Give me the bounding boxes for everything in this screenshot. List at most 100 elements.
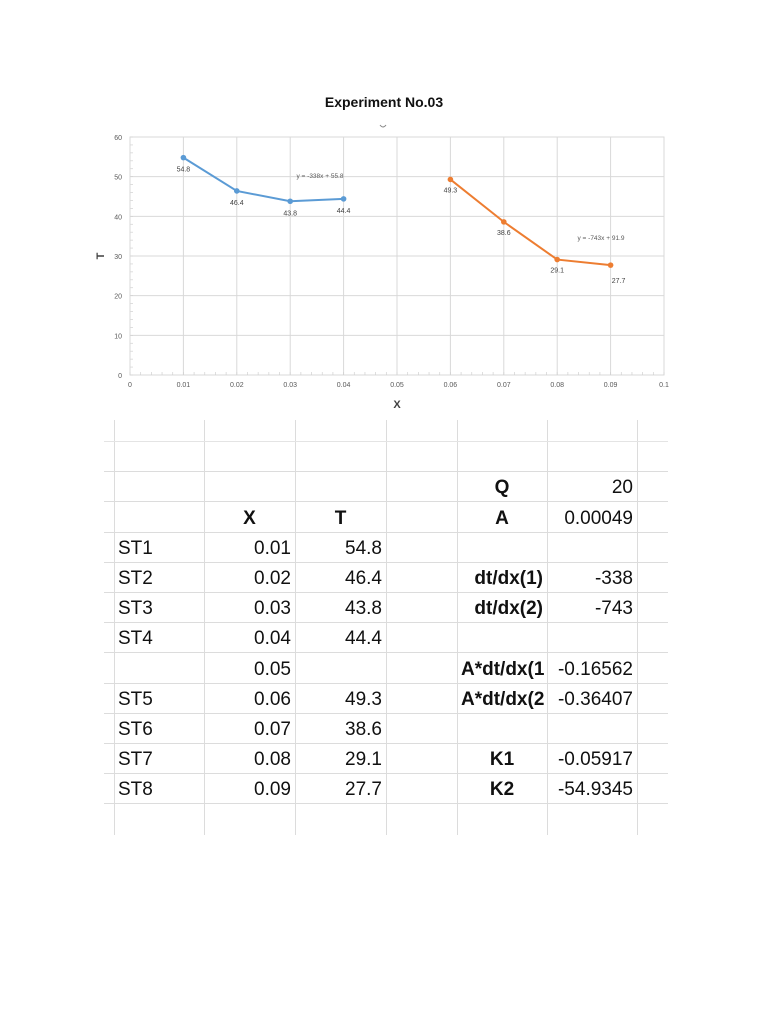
empty-cell[interactable] — [386, 563, 457, 593]
parameter-label-cell[interactable] — [457, 623, 547, 653]
t-value-cell[interactable]: 44.4 — [345, 628, 382, 650]
t-value-cell[interactable]: 43.8 — [345, 598, 382, 620]
empty-cell[interactable] — [386, 623, 457, 653]
station-cell[interactable]: ST8 — [118, 779, 153, 801]
empty-cell[interactable] — [295, 412, 386, 442]
empty-cell[interactable] — [386, 503, 457, 533]
empty-cell[interactable] — [386, 684, 457, 714]
parameter-label-cell[interactable] — [457, 714, 547, 744]
empty-cell[interactable] — [114, 805, 204, 835]
parameter-label-cell[interactable]: K1 — [489, 749, 515, 771]
table-row: ST2 0.02 46.4 dt/dx(1) -338 — [104, 563, 668, 593]
table-row: ST6 0.07 38.6 — [104, 714, 668, 744]
parameter-label-cell[interactable]: A*dt/dx(1 — [461, 658, 545, 680]
empty-cell[interactable] — [204, 412, 295, 442]
empty-cell[interactable] — [386, 472, 457, 502]
parameter-value-cell[interactable]: -54.9345 — [557, 779, 633, 801]
parameter-value-cell[interactable] — [547, 533, 637, 563]
empty-cell[interactable] — [295, 472, 386, 502]
x-value-cell[interactable]: 0.03 — [254, 598, 291, 620]
empty-cell[interactable] — [386, 533, 457, 563]
empty-cell[interactable] — [114, 412, 204, 442]
parameter-value-cell[interactable]: -0.05917 — [557, 749, 633, 771]
empty-cell[interactable] — [547, 412, 637, 442]
station-cell[interactable]: ST7 — [118, 749, 153, 771]
value-q[interactable]: 20 — [611, 477, 633, 499]
x-value-cell[interactable]: 0.07 — [254, 719, 291, 740]
column-header-x[interactable]: X — [243, 507, 256, 529]
empty-cell[interactable] — [386, 805, 457, 835]
t-value-cell[interactable] — [295, 654, 386, 684]
column-header-t[interactable]: T — [334, 507, 347, 529]
x-value-cell[interactable]: 0.09 — [254, 779, 291, 801]
empty-cell[interactable] — [547, 442, 637, 472]
t-value-cell[interactable]: 54.8 — [345, 537, 382, 559]
cell-gridline-vertical — [547, 420, 548, 835]
parameter-value-cell[interactable]: -743 — [594, 598, 633, 620]
empty-cell[interactable] — [386, 593, 457, 623]
empty-cell[interactable] — [114, 442, 204, 472]
station-cell[interactable]: ST4 — [118, 628, 153, 650]
data-point — [501, 219, 507, 225]
x-axis-title: X — [393, 399, 401, 411]
empty-cell[interactable] — [386, 774, 457, 804]
empty-cell[interactable] — [457, 805, 547, 835]
empty-cell[interactable] — [204, 805, 295, 835]
empty-cell[interactable] — [114, 472, 204, 502]
x-tick-label: 0.09 — [604, 382, 618, 389]
empty-cell[interactable] — [457, 442, 547, 472]
x-value-cell[interactable]: 0.04 — [254, 628, 291, 650]
chart-area: Experiment No.03 0 10 20 30 40 50 60 0 0.01 0.02 0… — [0, 0, 768, 420]
station-cell[interactable]: ST5 — [118, 688, 153, 710]
empty-cell[interactable] — [386, 412, 457, 442]
x-value-cell[interactable]: 0.05 — [254, 658, 291, 680]
parameter-value-cell[interactable] — [547, 623, 637, 653]
value-a[interactable]: 0.00049 — [564, 507, 633, 529]
t-value-cell[interactable]: 38.6 — [345, 719, 382, 740]
y-tick-label: 40 — [114, 214, 122, 221]
empty-cell[interactable] — [114, 503, 204, 533]
data-point — [447, 176, 454, 183]
x-value-cell[interactable]: 0.01 — [254, 537, 291, 559]
table-row: ST8 0.09 27.7 K2 -54.9345 — [104, 774, 668, 805]
t-value-cell[interactable]: 29.1 — [345, 749, 382, 771]
t-value-cell[interactable]: 27.7 — [345, 779, 382, 801]
cell-gridline-vertical — [457, 420, 458, 835]
t-value-cell[interactable]: 46.4 — [345, 568, 382, 589]
empty-cell[interactable] — [386, 744, 457, 774]
parameter-label-cell[interactable]: dt/dx(1) — [474, 568, 543, 589]
parameter-value-cell[interactable]: -0.36407 — [557, 688, 633, 710]
data-point — [180, 154, 187, 161]
empty-cell[interactable] — [295, 805, 386, 835]
label-q[interactable]: Q — [494, 477, 510, 499]
table-row: Q 20 — [104, 472, 668, 503]
empty-cell[interactable] — [204, 472, 295, 502]
empty-cell[interactable] — [386, 654, 457, 684]
empty-cell[interactable] — [386, 714, 457, 744]
x-tick-label: 0.02 — [230, 382, 244, 389]
label-a[interactable]: A — [495, 507, 509, 529]
parameter-value-cell[interactable] — [547, 714, 637, 744]
t-value-cell[interactable]: 49.3 — [345, 688, 382, 710]
x-tick-label: 0.05 — [390, 382, 404, 389]
empty-cell[interactable] — [386, 442, 457, 472]
station-cell[interactable]: ST6 — [118, 719, 153, 740]
station-cell[interactable]: ST2 — [118, 568, 153, 589]
empty-cell[interactable] — [547, 805, 637, 835]
empty-cell[interactable] — [457, 412, 547, 442]
x-value-cell[interactable]: 0.06 — [254, 688, 291, 710]
station-cell[interactable]: ST3 — [118, 598, 153, 620]
parameter-value-cell[interactable]: -338 — [594, 568, 633, 589]
x-value-cell[interactable]: 0.08 — [254, 749, 291, 771]
parameter-label-cell[interactable]: K2 — [489, 779, 515, 801]
x-value-cell[interactable]: 0.02 — [254, 568, 291, 589]
parameter-label-cell[interactable]: dt/dx(2) — [474, 598, 543, 620]
station-cell[interactable] — [114, 654, 204, 684]
parameter-label-cell[interactable] — [457, 533, 547, 563]
station-cell[interactable]: ST1 — [118, 537, 153, 559]
parameter-value-cell[interactable]: -0.16562 — [557, 658, 633, 680]
empty-cell[interactable] — [204, 442, 295, 472]
parameter-label-cell[interactable]: A*dt/dx(2 — [461, 688, 545, 710]
empty-cell[interactable] — [295, 442, 386, 472]
y-tick-label: 30 — [114, 254, 122, 261]
